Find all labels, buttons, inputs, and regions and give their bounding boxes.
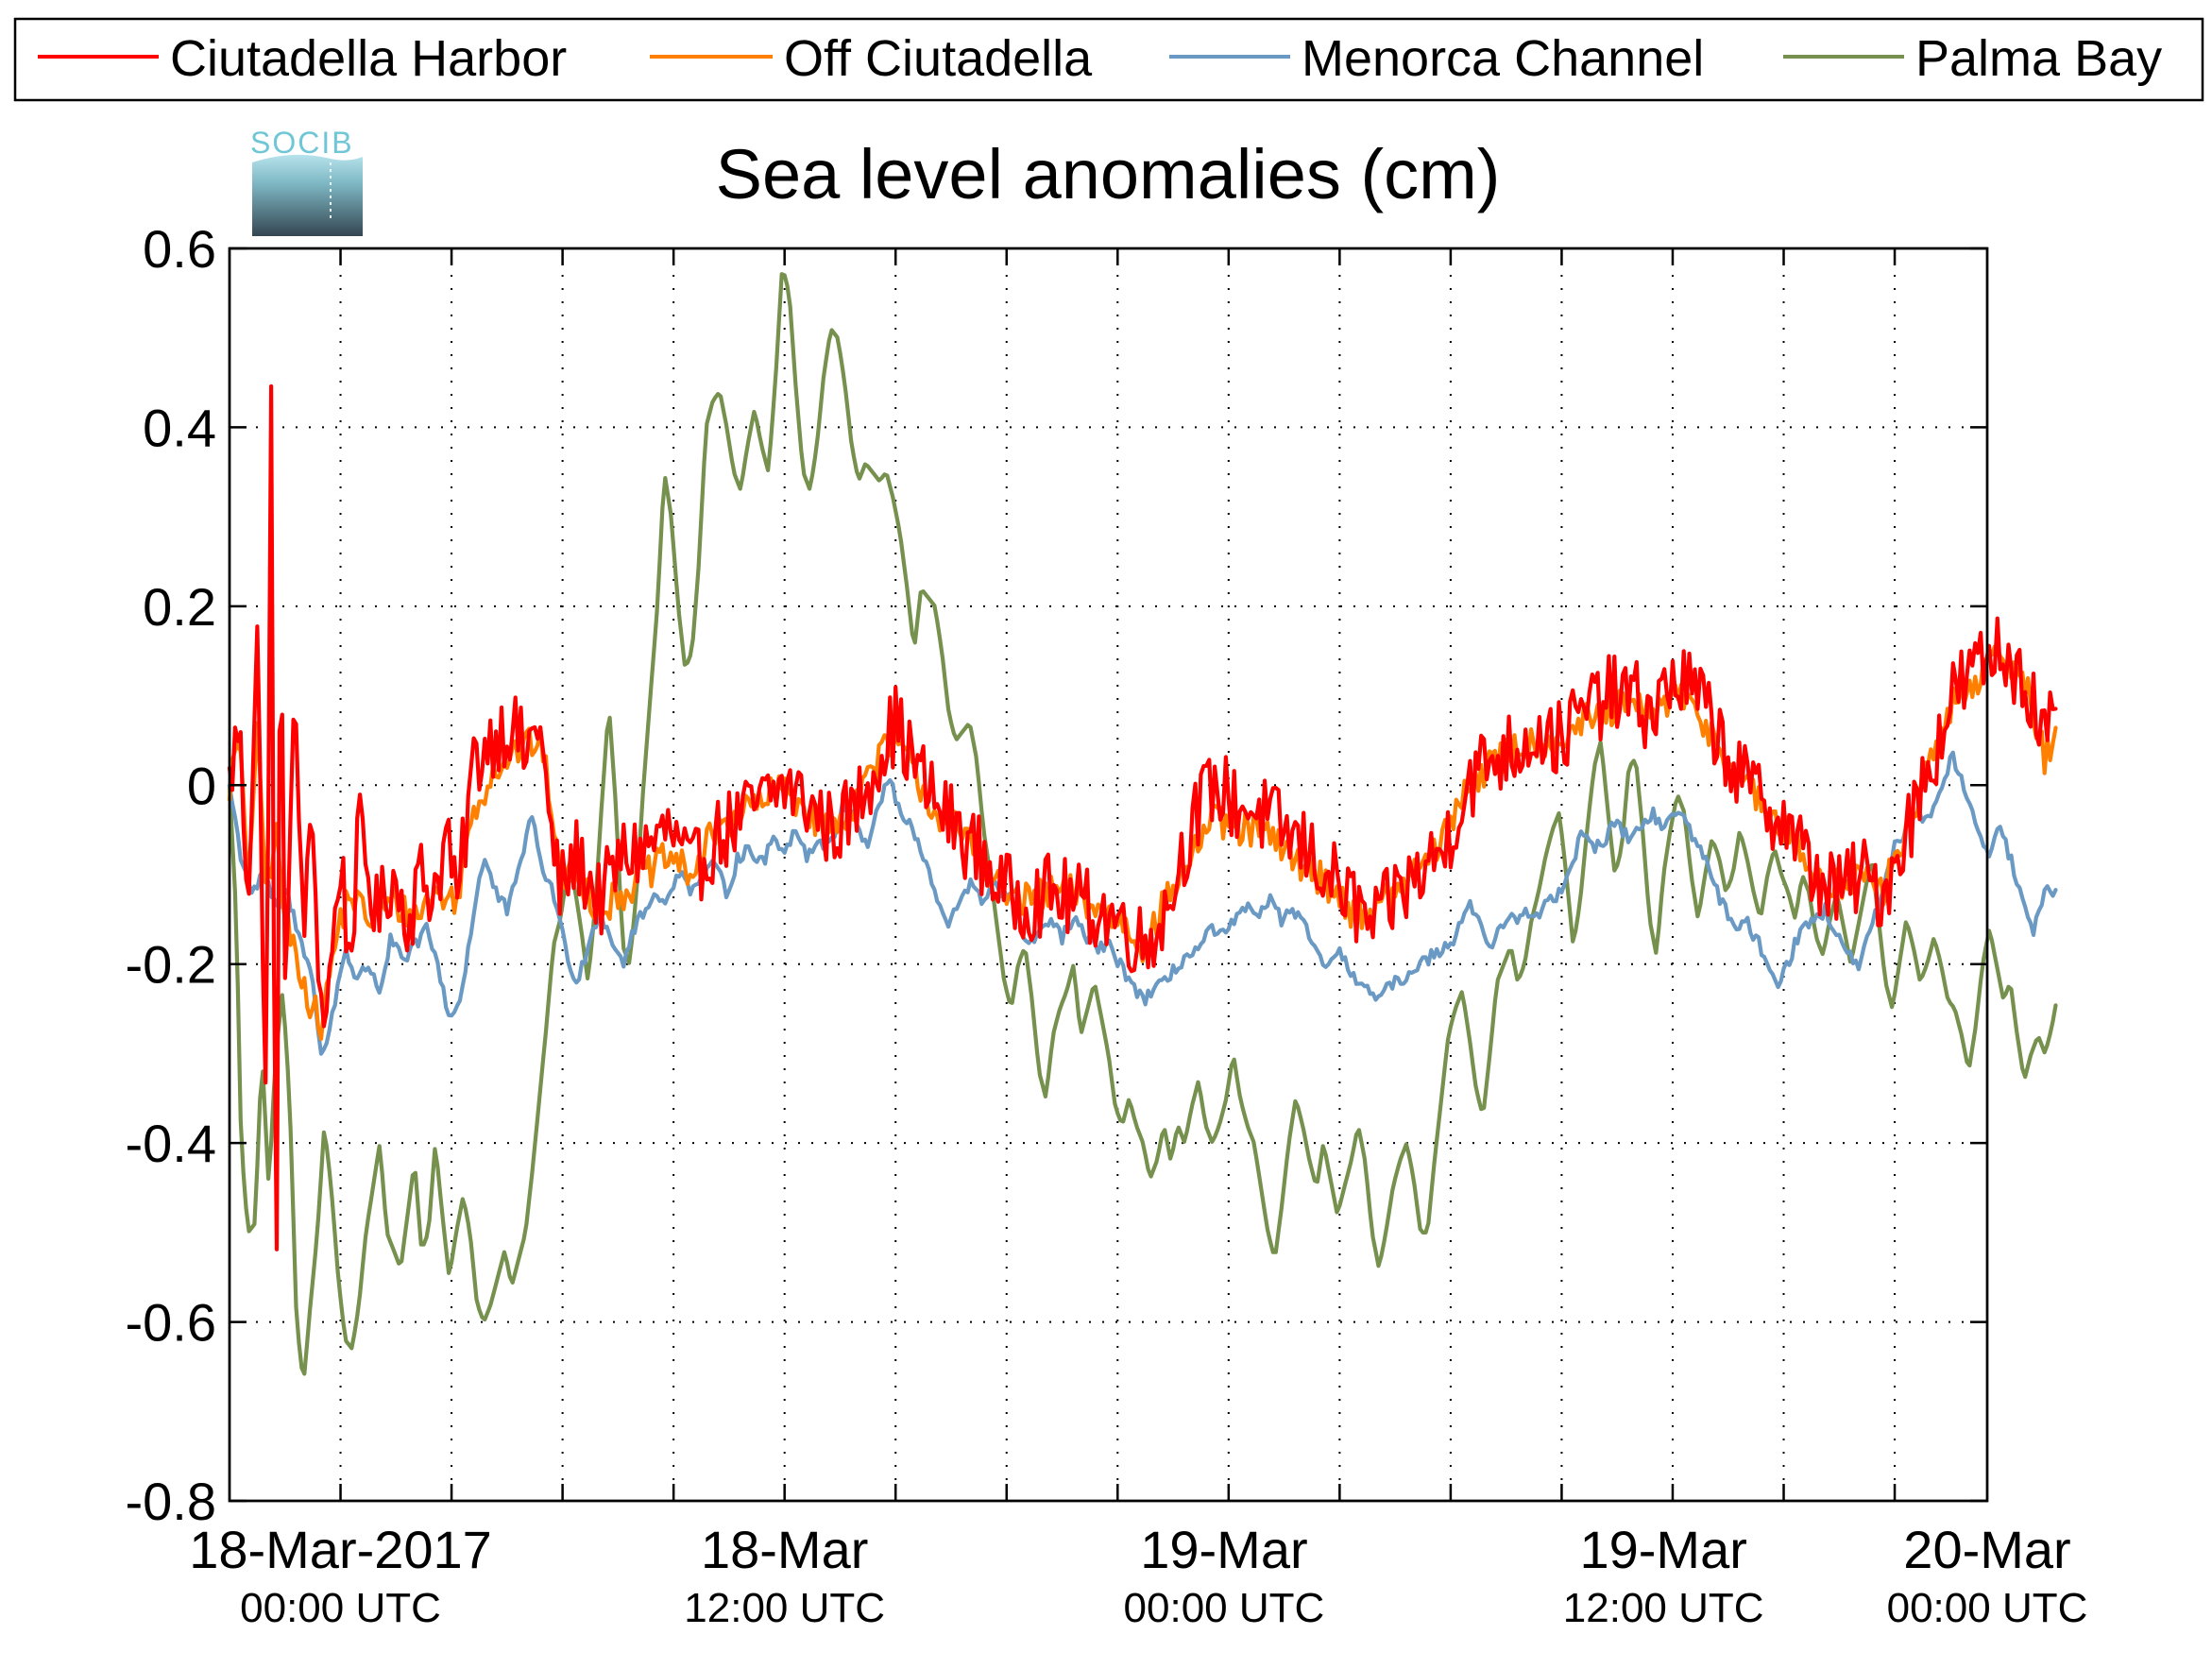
- chart-title: Sea level anomalies (cm): [716, 135, 1501, 213]
- x-tick-sublabel: 12:00 UTC: [1563, 1585, 1764, 1631]
- y-tick-label: -0.8: [126, 1472, 217, 1531]
- x-tick-sublabel: 12:00 UTC: [684, 1585, 885, 1631]
- x-tick-label: 19-Mar: [1579, 1520, 1746, 1579]
- x-tick-label: 20-Mar: [1903, 1520, 2070, 1579]
- legend: Ciutadella Harbor Off Ciutadella Menorca C…: [13, 17, 2204, 102]
- legend-label: Off Ciutadella: [784, 30, 1093, 87]
- y-tick-label: 0.6: [143, 219, 216, 279]
- series-line-menorca-channel: [227, 750, 2058, 1056]
- series-line-ciutadella-harbor: [227, 383, 2058, 1252]
- socib-logo: SOCIB: [250, 126, 363, 236]
- x-tick-sublabel: 00:00 UTC: [1887, 1585, 2088, 1631]
- x-tick-sublabel: 00:00 UTC: [240, 1585, 441, 1631]
- plot-frame: [228, 247, 1989, 1503]
- x-tick-label: 19-Mar: [1140, 1520, 1307, 1579]
- x-tick-label: 18-Mar-2017: [189, 1520, 492, 1579]
- x-tick-label: 18-Mar: [701, 1520, 868, 1579]
- axis-ticks: [230, 247, 1987, 1503]
- series-line-palma-bay: [227, 272, 2058, 1376]
- x-tick-sublabel: 00:00 UTC: [1124, 1585, 1325, 1631]
- legend-label: Ciutadella Harbor: [170, 30, 567, 87]
- y-tick-label: 0: [187, 756, 216, 815]
- x-axis-tick-labels: 18-Mar-2017 00:00 UTC 18-Mar 12:00 UTC 19-Ma…: [189, 1520, 2087, 1631]
- y-tick-label: -0.2: [126, 935, 217, 995]
- y-tick-label: -0.4: [126, 1114, 217, 1173]
- logo-wave-graphic: [252, 154, 363, 236]
- legend-label: Palma Bay: [1915, 30, 2162, 87]
- legend-label: Menorca Channel: [1302, 30, 1704, 87]
- y-tick-label: -0.6: [126, 1293, 217, 1353]
- y-axis-tick-labels: 0.6 0.4 0.2 0 -0.2 -0.4 -0.6 -0.8: [126, 219, 217, 1531]
- series-layer: [227, 272, 2058, 1376]
- y-tick-label: 0.2: [143, 577, 216, 637]
- legend-box: [13, 17, 2204, 102]
- y-tick-label: 0.4: [143, 398, 216, 457]
- logo-text: SOCIB: [250, 126, 354, 160]
